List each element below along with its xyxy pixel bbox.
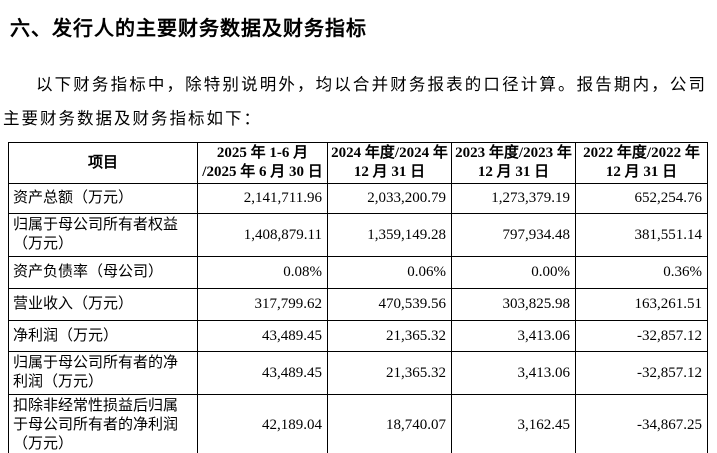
cell-value: 0.06% [327,256,452,289]
cell-value: 797,934.48 [451,213,576,257]
cell-value: 18,740.07 [327,394,452,453]
column-header-2024: 2024 年度/2024 年 12 月 31 日 [327,142,452,184]
table-row: 扣除非经常性损益后归属 于母公司所有者的净利润 （万元） 42,189.04 1… [8,394,708,453]
cell-value: 470,539.56 [327,288,452,321]
column-header-2022: 2022 年度/2022 年 12 月 31 日 [575,142,708,184]
cell-value: 43,489.45 [197,351,328,395]
column-header-2023: 2023 年度/2023 年 12 月 31 日 [451,142,576,184]
cell-value: 652,254.76 [575,183,708,214]
cell-value: -32,857.12 [575,351,708,395]
table-row: 营业收入（万元） 317,799.62 470,539.56 303,825.9… [8,288,708,321]
row-label: 扣除非经常性损益后归属 于母公司所有者的净利润 （万元） [8,394,198,453]
cell-value: 43,489.45 [197,320,328,352]
cell-value: 1,273,379.19 [451,183,576,214]
row-label: 资产总额（万元） [8,183,198,214]
cell-value: 381,551.14 [575,213,708,257]
table-header-row: 项目 2025 年 1-6 月 /2025 年 6 月 30 日 2024 年度… [8,142,708,184]
section-title: 六、发行人的主要财务数据及财务指标 [10,18,367,40]
cell-value: 3,413.06 [451,351,576,395]
column-header-item: 项目 [8,142,198,184]
cell-value: 163,261.51 [575,288,708,321]
cell-value: 2,033,200.79 [327,183,452,214]
column-header-2025: 2025 年 1-6 月 /2025 年 6 月 30 日 [197,142,328,184]
cell-value: 0.08% [197,256,328,289]
table-row: 资产总额（万元） 2,141,711.96 2,033,200.79 1,273… [8,183,708,214]
cell-value: 0.00% [451,256,576,289]
table-row: 净利润（万元） 43,489.45 21,365.32 3,413.06 -32… [8,320,708,352]
cell-value: -34,867.25 [575,394,708,453]
cell-value: 317,799.62 [197,288,328,321]
table-row: 归属于母公司所有者的净 利润（万元） 43,489.45 21,365.32 3… [8,351,708,395]
cell-value: 3,413.06 [451,320,576,352]
table-row: 资产负债率（母公司） 0.08% 0.06% 0.00% 0.36% [8,256,708,289]
cell-value: 0.36% [575,256,708,289]
cell-value: 1,359,149.28 [327,213,452,257]
row-label: 净利润（万元） [8,320,198,352]
cell-value: 42,189.04 [197,394,328,453]
intro-paragraph: 以下财务指标中，除特别说明外，均以合并财务报表的口径计算。报告期内，公司主要财务… [3,75,707,128]
financial-data-table: 项目 2025 年 1-6 月 /2025 年 6 月 30 日 2024 年度… [8,142,708,453]
row-label: 资产负债率（母公司） [8,256,198,289]
table-row: 归属于母公司所有者权益 （万元） 1,408,879.11 1,359,149.… [8,213,708,257]
cell-value: 21,365.32 [327,320,452,352]
row-label: 归属于母公司所有者的净 利润（万元） [8,351,198,395]
cell-value: 1,408,879.11 [197,213,328,257]
cell-value: 3,162.45 [451,394,576,453]
cell-value: -32,857.12 [575,320,708,352]
cell-value: 21,365.32 [327,351,452,395]
cell-value: 303,825.98 [451,288,576,321]
cell-value: 2,141,711.96 [197,183,328,214]
row-label: 归属于母公司所有者权益 （万元） [8,213,198,257]
row-label: 营业收入（万元） [8,288,198,321]
